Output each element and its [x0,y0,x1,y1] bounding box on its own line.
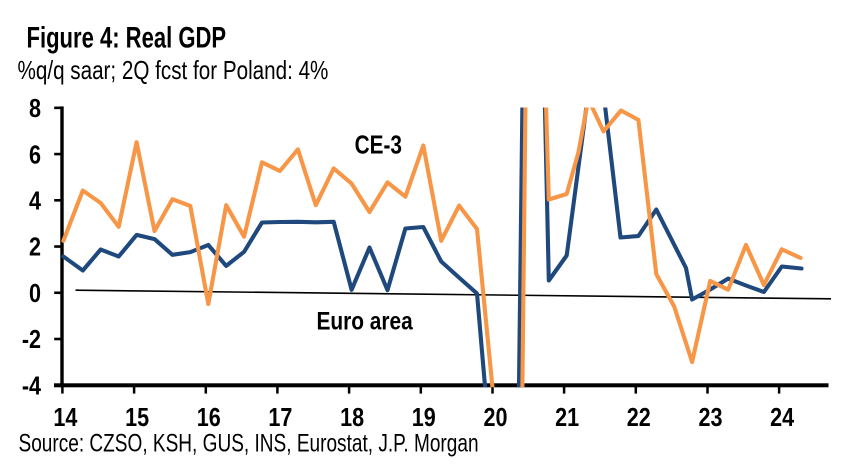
svg-text:0: 0 [29,279,41,308]
svg-text:4: 4 [29,187,42,216]
svg-text:15: 15 [125,403,149,432]
svg-text:CE-3: CE-3 [355,130,402,159]
svg-text:19: 19 [412,403,436,432]
svg-text:8: 8 [29,94,41,123]
svg-text:2: 2 [29,233,41,262]
svg-text:14: 14 [53,403,78,432]
svg-text:24: 24 [770,403,795,432]
svg-text:Euro area: Euro area [317,307,413,335]
svg-text:20: 20 [484,403,508,432]
svg-text:-4: -4 [22,372,42,401]
svg-text:21: 21 [555,403,579,432]
svg-text:17: 17 [268,403,292,432]
svg-text:Figure 4: Real GDP: Figure 4: Real GDP [27,20,227,54]
svg-text:18: 18 [340,403,364,432]
svg-text:6: 6 [29,140,41,169]
svg-text:23: 23 [699,403,723,432]
svg-text:Source: CZSO, KSH, GUS, INS, E: Source: CZSO, KSH, GUS, INS, Eurostat, J… [19,429,479,457]
svg-text:16: 16 [197,403,221,432]
svg-text:22: 22 [627,403,651,432]
svg-text:-2: -2 [22,325,41,354]
svg-text:%q/q saar; 2Q fcst for Poland:: %q/q saar; 2Q fcst for Poland: 4% [18,56,329,85]
